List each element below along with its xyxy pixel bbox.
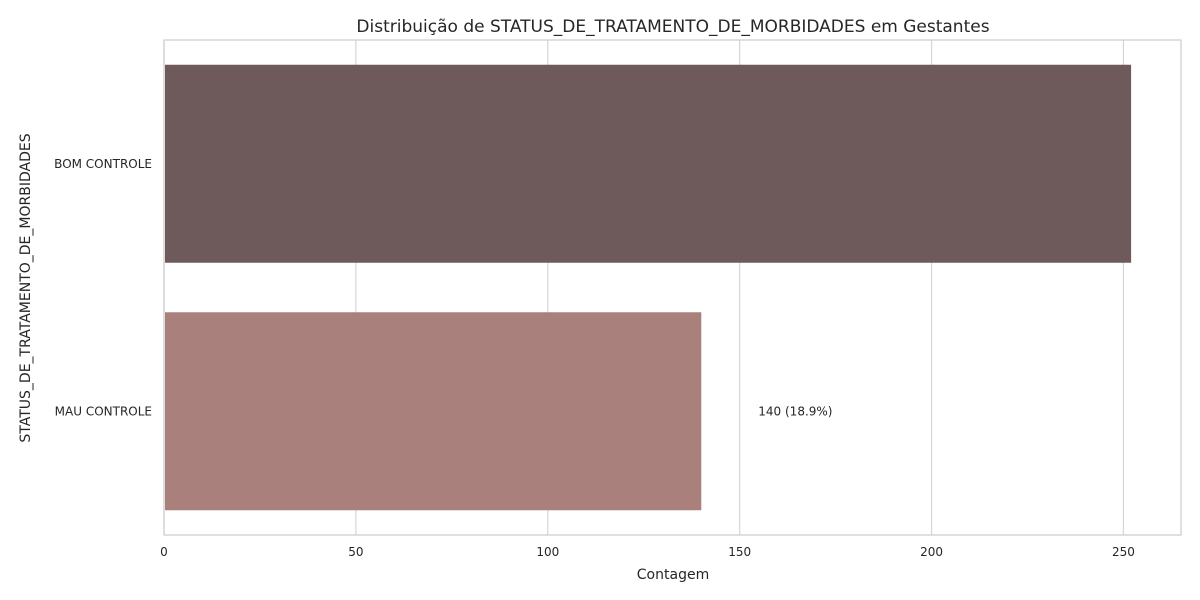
plot-frame [163,39,1182,536]
chart-title: Distribuição de STATUS_DE_TRATAMENTO_DE_… [356,17,989,37]
x-tick-label: 150 [728,545,751,559]
bar [165,312,702,511]
x-tick-label: 250 [1112,545,1135,559]
bar [165,64,1132,263]
y-tick-label: BOM CONTROLE [54,157,152,171]
x-ticks: 0 50 100 150 200 250 [160,545,1135,559]
bars [165,64,1132,511]
y-ticks: BOM CONTROLE MAU CONTROLE [54,157,152,419]
data-label: 140 (18.9%) [758,404,832,418]
data-labels: 140 (18.9%) [758,404,832,418]
x-tick-label: 200 [920,545,943,559]
y-tick-label: MAU CONTROLE [55,404,152,418]
x-tick-label: 0 [160,545,168,559]
x-tick-label: 100 [536,545,559,559]
x-tick-label: 50 [348,545,363,559]
x-axis-label: Contagem [637,567,709,583]
y-axis-label: STATUS_DE_TRATAMENTO_DE_MORBIDADES [18,133,34,442]
